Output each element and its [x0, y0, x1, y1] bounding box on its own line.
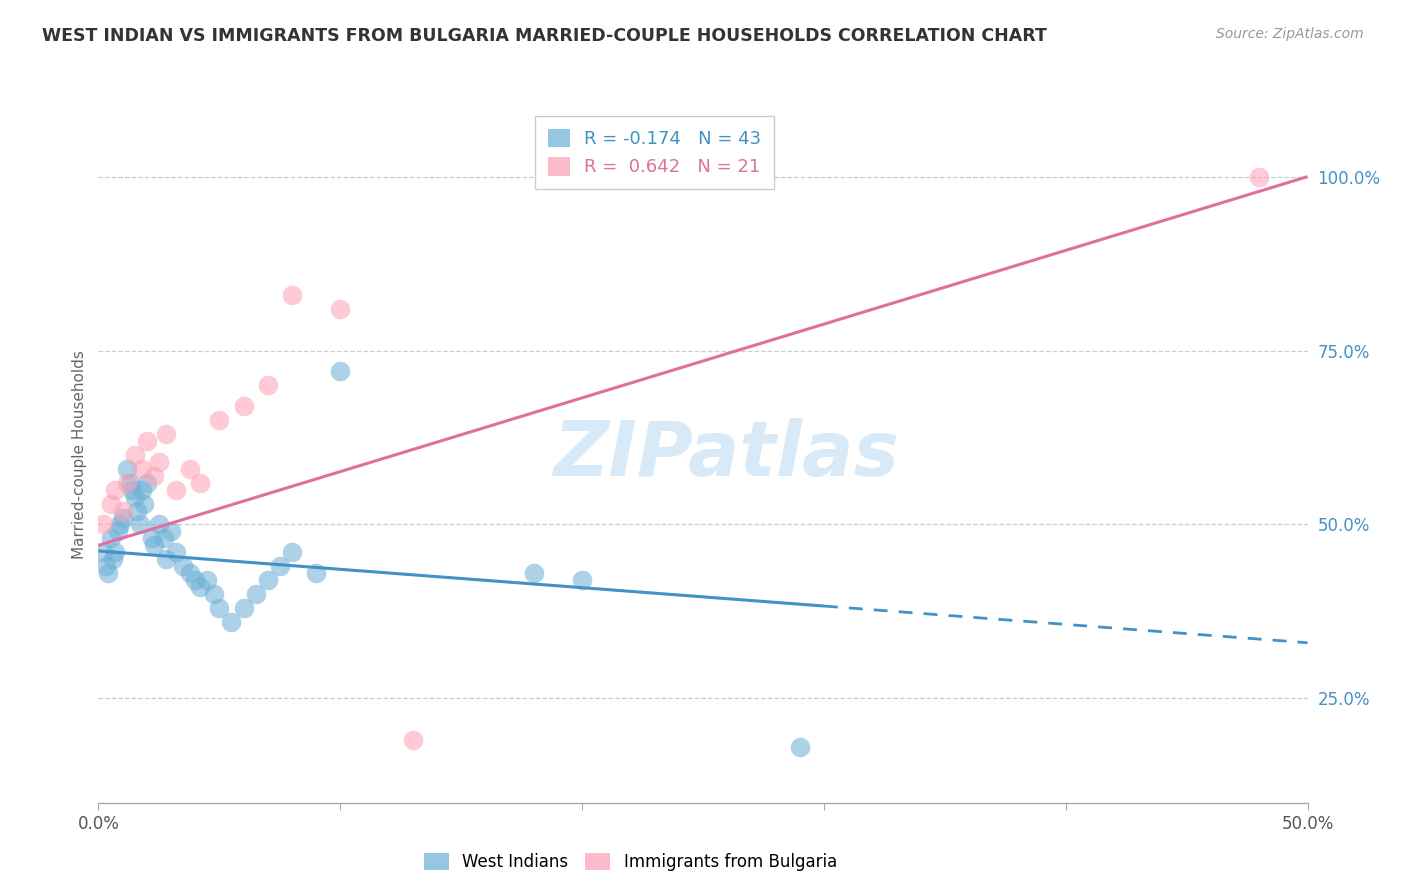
Point — [232, 601, 254, 615]
Point — [195, 573, 218, 587]
Point — [101, 552, 124, 566]
Point — [111, 510, 134, 524]
Point — [141, 532, 163, 546]
Point — [179, 566, 201, 581]
Point — [131, 483, 153, 497]
Point — [127, 503, 149, 517]
Point — [124, 448, 146, 462]
Point — [232, 399, 254, 413]
Point — [111, 503, 134, 517]
Point — [100, 532, 122, 546]
Text: ZIPatlas: ZIPatlas — [554, 418, 900, 491]
Point — [204, 587, 226, 601]
Point — [269, 559, 291, 574]
Y-axis label: Married-couple Households: Married-couple Households — [72, 351, 87, 559]
Point — [523, 566, 546, 581]
Point — [208, 413, 231, 427]
Point — [184, 573, 207, 587]
Point — [305, 566, 328, 581]
Point — [329, 364, 352, 378]
Point — [256, 378, 278, 392]
Point — [131, 462, 153, 476]
Point — [245, 587, 267, 601]
Point — [208, 601, 231, 615]
Point — [155, 427, 177, 442]
Point — [94, 559, 117, 574]
Point — [128, 517, 150, 532]
Point — [402, 733, 425, 747]
Point — [134, 497, 156, 511]
Point — [179, 462, 201, 476]
Point — [100, 497, 122, 511]
Point — [188, 580, 211, 594]
Point — [104, 483, 127, 497]
Point — [172, 559, 194, 574]
Legend: West Indians, Immigrants from Bulgaria: West Indians, Immigrants from Bulgaria — [418, 847, 844, 878]
Point — [143, 538, 166, 552]
Point — [160, 524, 183, 539]
Point — [148, 517, 170, 532]
Point — [148, 455, 170, 469]
Point — [165, 483, 187, 497]
Text: Source: ZipAtlas.com: Source: ZipAtlas.com — [1216, 27, 1364, 41]
Point — [143, 468, 166, 483]
Point — [165, 545, 187, 559]
Point — [118, 475, 141, 490]
Point — [117, 462, 139, 476]
Point — [124, 490, 146, 504]
Point — [1249, 169, 1271, 184]
Point — [117, 475, 139, 490]
Point — [789, 740, 811, 755]
Point — [152, 532, 174, 546]
Text: WEST INDIAN VS IMMIGRANTS FROM BULGARIA MARRIED-COUPLE HOUSEHOLDS CORRELATION CH: WEST INDIAN VS IMMIGRANTS FROM BULGARIA … — [42, 27, 1047, 45]
Point — [329, 301, 352, 316]
Point — [256, 573, 278, 587]
Point — [221, 615, 243, 629]
Point — [135, 475, 157, 490]
Point — [121, 483, 143, 497]
Point — [281, 545, 304, 559]
Point — [571, 573, 593, 587]
Point — [91, 517, 114, 532]
Point — [91, 545, 114, 559]
Point — [281, 288, 304, 302]
Point — [97, 566, 120, 581]
Point — [135, 434, 157, 448]
Point — [155, 552, 177, 566]
Point — [107, 524, 129, 539]
Point — [188, 475, 211, 490]
Point — [108, 517, 131, 532]
Point — [104, 545, 127, 559]
